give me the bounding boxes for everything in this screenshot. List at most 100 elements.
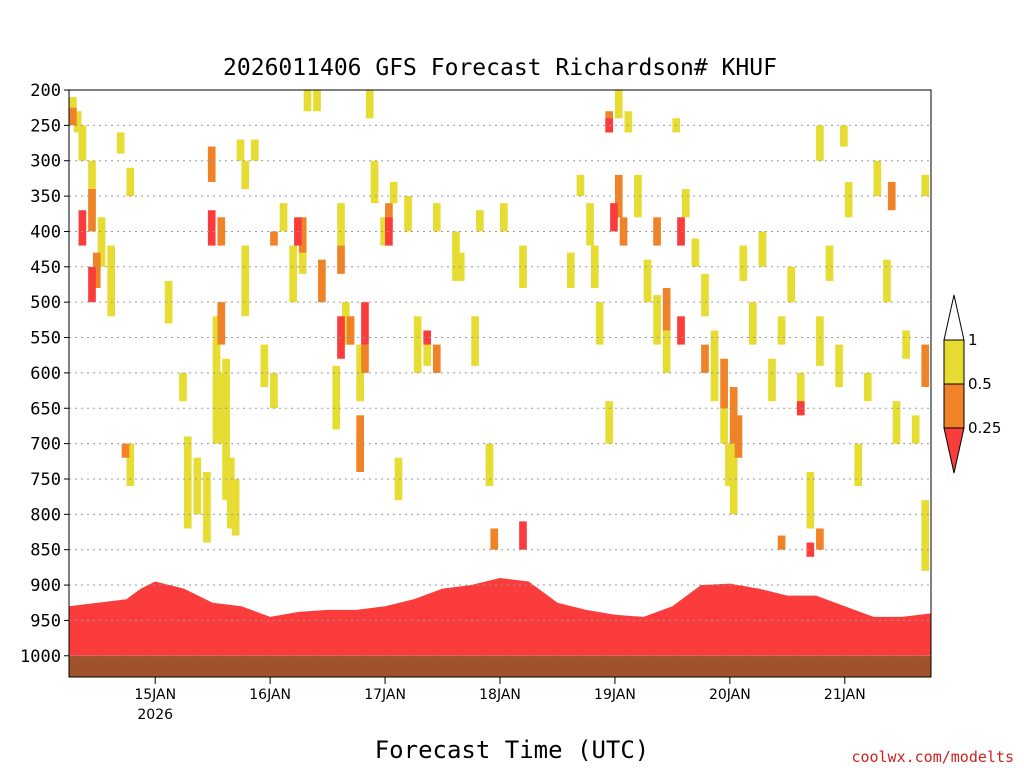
y-tick-label: 450 (30, 258, 61, 278)
ri-cell-yellow (576, 174, 585, 197)
ri-cell-orange (619, 217, 628, 246)
ri-cell-red (361, 302, 369, 345)
ri-cell-yellow (231, 478, 240, 536)
ri-cell-yellow (816, 316, 824, 366)
ri-cell-yellow (116, 132, 125, 154)
ri-cell-orange (207, 146, 216, 182)
ri-cell-red (423, 330, 432, 345)
ri-cell-yellow (250, 139, 259, 161)
ri-cell-yellow (643, 259, 652, 303)
credit-text: coolwx.com/modelts (851, 748, 1014, 766)
y-tick-label: 400 (30, 222, 61, 242)
ri-cell-yellow (203, 471, 211, 543)
ri-cell-yellow (179, 372, 187, 402)
ri-cell-yellow (519, 245, 527, 289)
ri-cell-yellow (126, 167, 135, 197)
ri-cell-yellow (88, 160, 96, 218)
x-tick-label: 20JAN (709, 687, 751, 703)
ri-cell-yellow (911, 415, 920, 444)
ri-cell-yellow (485, 443, 494, 487)
ri-cell-orange (816, 528, 824, 550)
ri-cell-orange (121, 443, 130, 458)
ri-cell-yellow (73, 111, 82, 133)
ri-cell-yellow (413, 316, 422, 373)
ri-cell-yellow (758, 231, 767, 267)
ri-cell-yellow (500, 203, 508, 232)
ri-cell-yellow (289, 245, 297, 303)
ri-cell-yellow (370, 160, 379, 204)
ri-cell-yellow (701, 273, 709, 317)
ri-cell-orange (361, 344, 369, 373)
ri-cell-yellow (380, 217, 388, 246)
ri-cell-red (207, 210, 216, 246)
ri-cell-yellow (270, 372, 278, 409)
ri-cell-yellow (681, 189, 690, 218)
ri-cell-orange (337, 245, 345, 274)
ri-cell-yellow (590, 245, 599, 289)
colorbar-orange (943, 383, 965, 429)
ri-cell-yellow (816, 125, 824, 161)
ri-cell-yellow (212, 316, 221, 444)
ri-cell-yellow (356, 344, 364, 402)
ri-cell-yellow (337, 203, 345, 246)
colorbar-bottom-arrow (943, 427, 965, 474)
ri-cell-orange (318, 259, 326, 303)
y-tick-label: 600 (30, 364, 61, 384)
ri-cell-yellow (892, 401, 901, 444)
ri-cell-yellow (404, 196, 412, 232)
x-tick-label: 18JAN (479, 687, 521, 703)
y-tick-label: 850 (30, 541, 61, 561)
ri-cell-yellow (883, 259, 891, 303)
ri-cell-orange (356, 415, 364, 472)
ri-cell-yellow (787, 266, 795, 303)
ri-cell-yellow (796, 372, 805, 416)
x-tick-label: 15JAN (134, 687, 176, 703)
ri-cell-yellow (332, 365, 341, 430)
ri-cell-orange (701, 344, 709, 373)
colorbar-top-arrow (943, 294, 965, 341)
ri-cell-yellow (729, 429, 738, 515)
ri-cell-orange (217, 302, 226, 345)
x-tick-label: 16JAN (249, 687, 291, 703)
ri-cell-yellow (78, 125, 87, 161)
ri-cell-yellow (241, 160, 250, 190)
ri-cell-orange (217, 217, 226, 246)
ri-cell-yellow (720, 401, 728, 444)
ri-cell-yellow (614, 90, 623, 119)
ri-cell-yellow (806, 471, 815, 529)
chart-title: 2026011406 GFS Forecast Richardson# KHUF (223, 55, 777, 81)
ri-cell-yellow (236, 139, 245, 161)
ri-cell-orange (729, 387, 738, 444)
ri-cell-yellow (164, 280, 173, 324)
ri-cell-orange (921, 344, 930, 388)
ri-cell-yellow (768, 358, 776, 402)
y-tick-label: 250 (30, 116, 61, 136)
y-tick-label: 200 (30, 81, 61, 101)
ri-cell-yellow (605, 401, 614, 444)
ri-cell-yellow (710, 330, 719, 402)
ri-cell-yellow (394, 457, 403, 501)
gridlines (69, 89, 931, 657)
y-tick-label: 800 (30, 505, 61, 525)
colorbar-label-0.5: 0.5 (968, 375, 992, 393)
ri-cell-orange (69, 107, 77, 126)
ri-cell-yellow (107, 245, 115, 317)
ri-cell-yellow (691, 238, 700, 267)
ri-cell-orange (88, 189, 96, 232)
ri-cell-orange (490, 528, 499, 550)
ri-cell-yellow (902, 330, 910, 359)
ri-cell-yellow (423, 330, 432, 366)
ri-cell-yellow (835, 344, 843, 388)
y-tick-label: 950 (30, 611, 61, 631)
ri-cell-yellow (452, 231, 460, 281)
ri-cell-yellow (921, 174, 930, 197)
ri-cell-yellow (921, 500, 930, 571)
x-tick-sublabel: 2026 (137, 707, 173, 723)
ri-cell-yellow (313, 90, 321, 112)
y-tick-label: 1000 (20, 647, 61, 667)
ri-cell-yellow (854, 443, 863, 487)
ri-cell-yellow (471, 316, 479, 366)
ri-cell-orange (734, 415, 743, 458)
boundary-layer-red (69, 577, 931, 656)
